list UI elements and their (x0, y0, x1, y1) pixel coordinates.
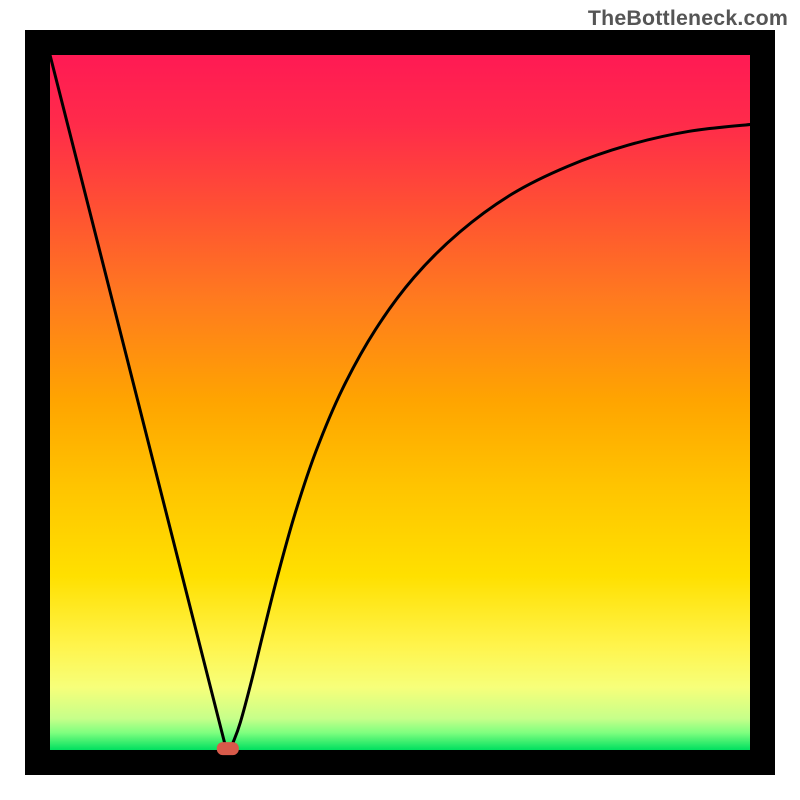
stage: TheBottleneck.com (0, 0, 800, 800)
chart-svg (0, 0, 800, 800)
minimum-marker (217, 742, 239, 755)
attribution-text: TheBottleneck.com (588, 6, 788, 31)
plot-background (50, 55, 750, 750)
